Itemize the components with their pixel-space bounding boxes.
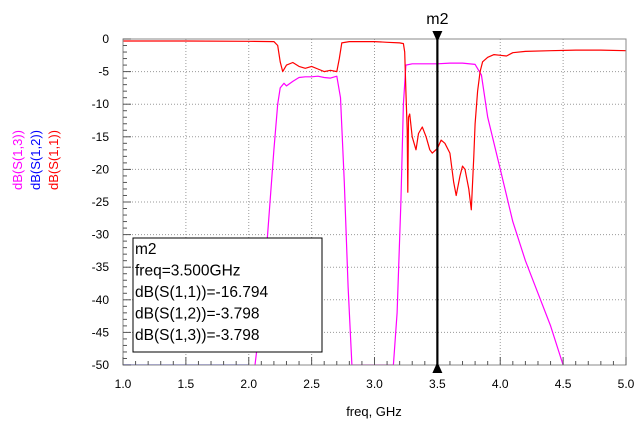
y-tick-label: -20	[92, 162, 110, 176]
y-tick-label: -10	[92, 97, 110, 111]
y-tick-labels: 0 -5 -10 -15 -20 -25 -30 -35 -40 -45 -50	[92, 32, 110, 372]
series-db-s-1-1	[123, 40, 626, 211]
series-db-s-1-3	[254, 62, 564, 365]
y-axis-label: dB(S(1,3))	[10, 130, 25, 190]
y-tick-label: -45	[92, 325, 110, 339]
marker-readout-box: m2 freq=3.500GHz dB(S(1,1))=-16.794 dB(S(1,…	[132, 237, 323, 353]
y-tick-label: -35	[92, 260, 110, 274]
x-tick-labels: 1.0 1.5 2.0 2.5 3.0 3.5 4.0 4.5 5.0	[115, 377, 635, 391]
x-tick-label: 3.0	[366, 377, 383, 391]
marker-readout-line: m2	[135, 241, 157, 258]
y-tick-label: -50	[92, 358, 110, 372]
x-tick-label: 5.0	[618, 377, 635, 391]
marker-readout-line: dB(S(1,1))=-16.794	[135, 284, 268, 301]
y-tick-label: -15	[92, 130, 110, 144]
marker-layer: m2	[426, 11, 449, 373]
marker-readout-frame	[132, 237, 323, 353]
marker-readout-line: dB(S(1,2))=-3.798	[135, 306, 260, 323]
y-tick-label: -25	[92, 195, 110, 209]
y-axis-label: dB(S(1,1))	[46, 130, 61, 190]
y-tick-label: 0	[102, 32, 109, 46]
marker-readout-line: dB(S(1,3))=-3.798	[135, 327, 260, 344]
x-tick-label: 2.5	[303, 377, 320, 391]
y-tick-label: -40	[92, 293, 110, 307]
x-tick-label: 2.0	[240, 377, 257, 391]
x-tick-label: 3.5	[429, 377, 446, 391]
y-tick-label: -30	[92, 228, 110, 242]
y-axis-label: dB(S(1,2))	[28, 130, 43, 190]
marker-bottom-triangle	[432, 362, 443, 373]
y-tick-label: -5	[98, 65, 109, 79]
marker-readout-line: freq=3.500GHz	[135, 263, 241, 280]
series-layer	[123, 40, 626, 365]
x-tick-label: 1.0	[115, 377, 132, 391]
marker-name: m2	[426, 11, 448, 28]
marker-top-triangle	[432, 31, 443, 42]
x-tick-label: 4.0	[492, 377, 509, 391]
y-axis-labels: dB(S(1,3)) dB(S(1,2)) dB(S(1,1))	[10, 130, 61, 190]
x-tick-label: 4.5	[555, 377, 572, 391]
x-tick-label: 1.5	[178, 377, 195, 391]
ticks	[122, 38, 627, 366]
x-axis-title: freq, GHz	[346, 404, 402, 419]
